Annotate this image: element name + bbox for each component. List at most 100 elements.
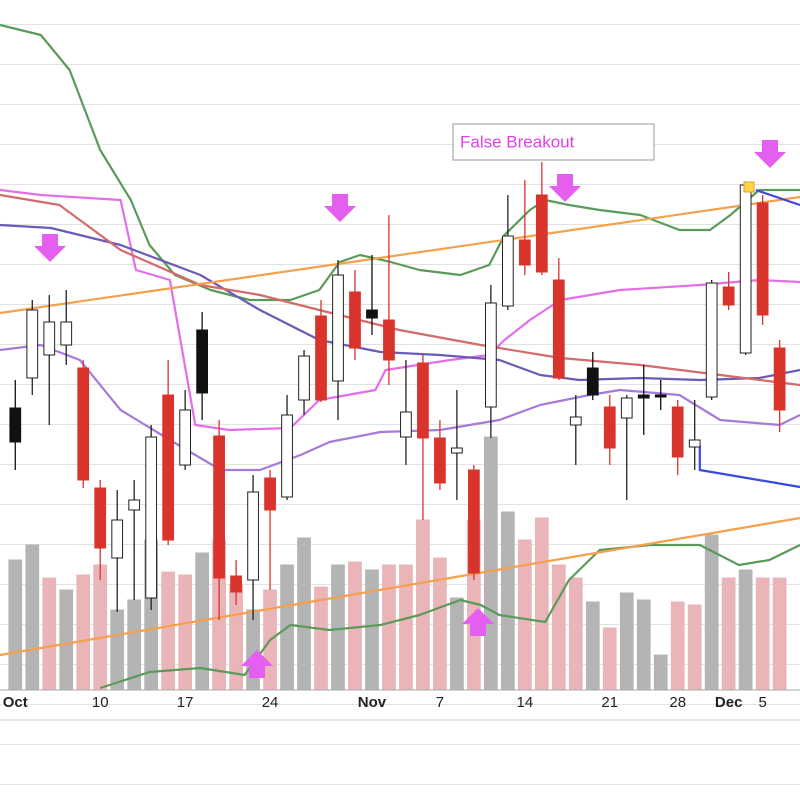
x-tick-label: Oct xyxy=(3,694,28,711)
candle-body xyxy=(705,282,718,398)
candle-body xyxy=(94,487,107,549)
volume-bar xyxy=(585,601,600,691)
candle-body xyxy=(213,435,225,579)
annotation-box xyxy=(452,123,655,161)
candle-body xyxy=(756,202,769,316)
volume-bar xyxy=(59,589,74,691)
candle-body xyxy=(26,309,39,379)
candle-body xyxy=(637,394,650,399)
x-tick-label: 10 xyxy=(92,694,109,711)
candle-body xyxy=(535,194,548,273)
candle-body xyxy=(196,329,208,394)
candle-body xyxy=(518,239,531,266)
volume-layer xyxy=(8,436,787,691)
x-tick-label: Nov xyxy=(358,694,387,711)
candle-body xyxy=(501,235,514,307)
volume-bar xyxy=(738,569,753,691)
down-arrow xyxy=(34,234,66,262)
candle-body xyxy=(586,367,599,396)
candle-body xyxy=(60,321,73,346)
volume-bar xyxy=(314,586,328,691)
candle-body xyxy=(485,302,497,408)
candle-body xyxy=(400,411,412,438)
candle-body xyxy=(468,469,480,574)
x-tick-label: 17 xyxy=(177,694,194,711)
candle-body xyxy=(281,414,293,498)
volume-bar xyxy=(704,534,719,691)
candle-body xyxy=(569,416,582,426)
signal-arrows xyxy=(34,140,786,678)
candle-body xyxy=(654,394,667,398)
overlay-line xyxy=(0,193,800,387)
candle-body xyxy=(332,274,344,382)
overlay-line xyxy=(698,445,800,489)
x-tick-label: Dec xyxy=(715,694,743,711)
x-tick-label: 24 xyxy=(262,694,279,711)
volume-bar xyxy=(161,571,176,691)
candle-body xyxy=(247,491,259,581)
volume-bar xyxy=(25,544,40,691)
candle-body xyxy=(620,397,633,419)
candle-body xyxy=(230,575,242,593)
volume-bar xyxy=(110,609,125,691)
volume-bar xyxy=(721,577,736,691)
candle-body xyxy=(451,447,463,454)
grid: Oct 10 17 24 Nov 7 14 21 28 Dec 5 xyxy=(3,694,767,711)
volume-bar xyxy=(484,436,498,691)
volume-bar xyxy=(93,564,108,691)
volume-bar xyxy=(551,564,566,691)
volume-bar xyxy=(602,627,617,691)
volume-bar xyxy=(42,577,57,691)
overlay-line xyxy=(0,188,800,432)
candle-body xyxy=(77,367,90,481)
candle-body xyxy=(315,315,327,401)
volume-bar xyxy=(534,517,549,691)
candle-body xyxy=(179,409,192,466)
volume-bar xyxy=(450,597,464,691)
candle-body xyxy=(434,437,446,484)
candle-body xyxy=(43,321,56,356)
overlay-line xyxy=(0,23,800,302)
overlay-line xyxy=(0,223,800,382)
volume-bar xyxy=(755,577,770,691)
x-tick-label: 5 xyxy=(758,694,766,711)
candle-body xyxy=(383,319,395,361)
volume-bar xyxy=(653,654,668,691)
overlay-line xyxy=(0,343,800,472)
volume-bar xyxy=(416,519,430,691)
volume-bar xyxy=(382,564,396,691)
x-tick-label: 28 xyxy=(669,694,686,711)
volume-bar xyxy=(500,511,515,691)
x-tick-label: 7 xyxy=(436,694,444,711)
volume-bar xyxy=(365,569,379,691)
candle-body xyxy=(349,291,361,349)
x-tick-label: 14 xyxy=(516,694,533,711)
volume-bar xyxy=(297,537,311,691)
candle-body xyxy=(9,407,22,443)
down-arrow xyxy=(754,140,786,168)
candle-body xyxy=(688,439,701,448)
marker-square xyxy=(743,181,755,193)
candle-body xyxy=(162,394,175,541)
candle-layer xyxy=(9,162,786,620)
candle-body xyxy=(366,309,378,319)
volume-bar xyxy=(670,601,685,691)
overlay-line xyxy=(99,543,800,690)
x-tick-label: 21 xyxy=(601,694,618,711)
candle-body xyxy=(298,355,310,401)
candle-body xyxy=(603,406,616,449)
down-arrow xyxy=(549,174,581,202)
overlay-layer xyxy=(0,23,800,690)
up-arrow xyxy=(241,650,273,678)
candle-body xyxy=(773,347,786,411)
volume-bar xyxy=(772,577,787,691)
candle-body xyxy=(111,519,124,559)
volume-bar xyxy=(8,559,23,691)
candle-body xyxy=(128,499,141,511)
candle-body xyxy=(552,279,565,379)
volume-bar xyxy=(568,577,583,691)
overlay-line xyxy=(0,516,800,657)
candle-body xyxy=(739,184,752,354)
candle-body xyxy=(264,477,276,511)
